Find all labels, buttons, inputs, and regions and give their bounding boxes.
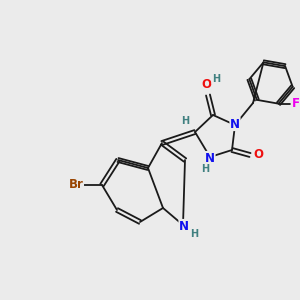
Text: N: N <box>230 118 240 130</box>
Text: H: H <box>181 116 189 126</box>
Text: N: N <box>179 220 189 232</box>
Text: O: O <box>253 148 263 161</box>
Text: H: H <box>212 74 220 84</box>
Text: F: F <box>292 97 299 110</box>
Text: H: H <box>190 229 198 239</box>
Text: N: N <box>205 152 215 164</box>
Text: Br: Br <box>69 178 83 191</box>
Text: O: O <box>201 77 211 91</box>
Text: H: H <box>201 164 209 174</box>
